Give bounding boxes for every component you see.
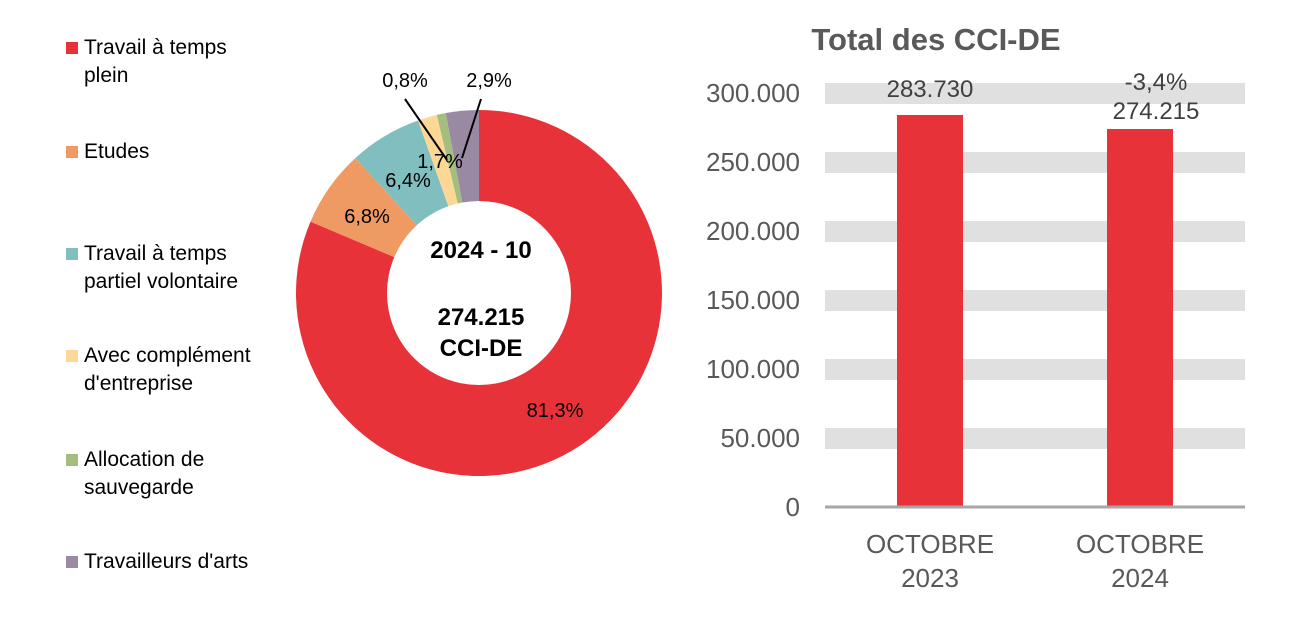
y-tick: 150.000 [706,285,800,315]
legend-label: Etudes [84,140,150,163]
legend-item-company-supplement: Avec complément d'entreprise [66,342,306,398]
legend-swatch-icon [66,350,78,362]
bar-value-label: 274.215 [1113,98,1200,125]
slice-label-safeguard: 0,8% [382,70,428,92]
legend-label: Travailleurs d'arts [84,550,249,573]
gridline-bands [825,83,1245,449]
legend-label: Travail à temps plein [84,36,227,87]
y-tick: 0 [786,492,800,522]
y-tick: 100.000 [706,354,800,384]
legend-swatch-icon [66,556,78,568]
bar-chart-title: Total des CCI-DE [811,22,1060,57]
y-tick: 50.000 [720,423,800,453]
x-label-line1: OCTOBRE [866,529,994,559]
legend-item-studies: Etudes [66,138,306,166]
donut-hole [387,201,571,385]
donut-center-period: 2024 - 10 [430,237,531,264]
y-tick: 200.000 [706,216,800,246]
legend-swatch-icon [66,454,78,466]
legend-label: Avec complément d'entreprise [84,344,251,395]
legend-label: Travail à temps partiel volontaire [84,242,239,293]
legend-item-artists: Travailleurs d'arts [66,548,306,576]
y-axis-ticks: 0 50.000 100.000 150.000 200.000 250.000… [706,78,800,522]
donut-center-value: 274.215 [438,304,525,331]
slice-label-full-time: 81,3% [527,400,584,422]
slice-label-studies: 6,8% [344,206,390,228]
y-tick: 250.000 [706,147,800,177]
x-label-line2: 2024 [1111,563,1169,593]
x-label-line2: 2023 [901,563,959,593]
x-axis-labels: OCTOBRE 2023 OCTOBRE 2024 [866,529,1204,593]
bar-change-label: -3,4% [1125,69,1188,96]
bar-octobre-2023 [897,115,963,506]
legend-item-safeguard: Allocation de sauvegarde [66,446,306,502]
legend-label: Allocation de sauvegarde [84,448,205,499]
slice-label-part-time: 6,4% [385,170,431,192]
legend-swatch-icon [66,248,78,260]
x-label-line1: OCTOBRE [1076,529,1204,559]
donut-chart: 81,3% 6,8% 6,4% 1,7% 0,8% 2,9% 2024 - 10… [295,70,662,477]
legend-item-full-time: Travail à temps plein [66,34,306,90]
slice-label-company-supplement: 1,7% [417,151,463,173]
slice-label-artists: 2,9% [466,70,512,92]
donut-center-unit: CCI-DE [440,335,523,362]
legend-swatch-icon [66,42,78,54]
bar-octobre-2024 [1107,129,1173,506]
y-tick: 300.000 [706,78,800,108]
leader-line-safeguard [404,98,448,161]
bar-value-label: 283.730 [887,76,974,103]
legend-swatch-icon [66,146,78,158]
leader-line-artists [461,98,482,159]
legend-item-part-time: Travail à temps partiel volontaire [66,240,306,296]
